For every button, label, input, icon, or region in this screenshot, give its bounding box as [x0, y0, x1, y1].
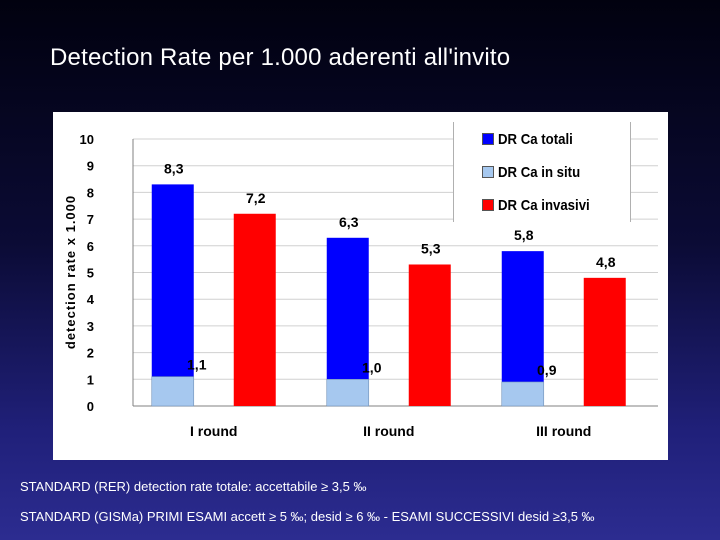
chart-legend: DR Ca totali DR Ca in situ DR Ca invasiv… [453, 122, 631, 222]
x-category-label-3: III round [536, 423, 591, 439]
legend-item-in-situ: DR Ca in situ [482, 161, 591, 183]
bar-invasivi-2 [408, 264, 451, 406]
data-label-totali-1: 8,3 [164, 160, 184, 176]
y-tick-label-1: 1 [87, 372, 94, 387]
bar-in-situ-1 [151, 376, 195, 407]
y-tick-label-7: 7 [87, 212, 94, 227]
y-tick-label-2: 2 [87, 346, 94, 361]
y-tick-label-10: 10 [80, 132, 94, 147]
data-label-in-situ-1: 1,1 [187, 357, 207, 373]
y-tick-label-5: 5 [87, 266, 94, 281]
y-tick-label-4: 4 [87, 292, 95, 307]
footnote-rer-standard: STANDARD (RER) detection rate totale: ac… [20, 479, 367, 494]
x-category-label-1: I round [190, 423, 237, 439]
slide-title: Detection Rate per 1.000 aderenti all'in… [50, 44, 511, 71]
y-tick-label-0: 0 [87, 399, 94, 414]
data-label-totali-2: 6,3 [339, 214, 359, 230]
legend-label-invasivi: DR Ca invasivi [498, 196, 590, 214]
data-label-invasivi-2: 5,3 [421, 240, 441, 256]
bar-in-situ-3 [501, 381, 545, 407]
y-axis-label: detection rate x 1.000 [63, 195, 78, 349]
y-tick-label-6: 6 [87, 239, 94, 254]
legend-swatch-invasivi [482, 199, 494, 211]
legend-label-in-situ: DR Ca in situ [498, 163, 581, 181]
bar-invasivi-1 [233, 213, 276, 406]
legend-label-totali: DR Ca totali [498, 130, 573, 148]
chart-canvas: 0 1 2 3 4 5 6 7 8 9 10 detection rate x 1.000 8,3 1,1… [63, 132, 658, 439]
bar-invasivi-3 [583, 277, 626, 406]
footnote-gisma-standard: STANDARD (GISMa) PRIMI ESAMI accett ≥ 5 … [20, 509, 595, 524]
y-tick-label-9: 9 [87, 159, 94, 174]
data-label-invasivi-1: 7,2 [246, 190, 266, 206]
bar-totali-1 [151, 184, 194, 406]
data-label-in-situ-2: 1,0 [362, 359, 382, 375]
bar-in-situ-2 [326, 378, 370, 407]
bar-totali-3 [501, 251, 544, 406]
bar-totali-2 [326, 237, 369, 406]
legend-swatch-totali [482, 133, 494, 145]
data-label-invasivi-3: 4,8 [596, 254, 616, 270]
data-label-totali-3: 5,8 [514, 227, 534, 243]
legend-item-invasivi: DR Ca invasivi [482, 194, 602, 216]
legend-swatch-in-situ [482, 166, 494, 178]
bar-chart: 0 1 2 3 4 5 6 7 8 9 10 detection rate x 1.000 8,3 1,1… [53, 112, 668, 460]
y-tick-label-3: 3 [87, 319, 94, 334]
x-category-label-2: II round [363, 423, 414, 439]
legend-item-totali: DR Ca totali [482, 128, 583, 150]
y-tick-label-8: 8 [87, 185, 94, 200]
data-label-in-situ-3: 0,9 [537, 362, 557, 378]
